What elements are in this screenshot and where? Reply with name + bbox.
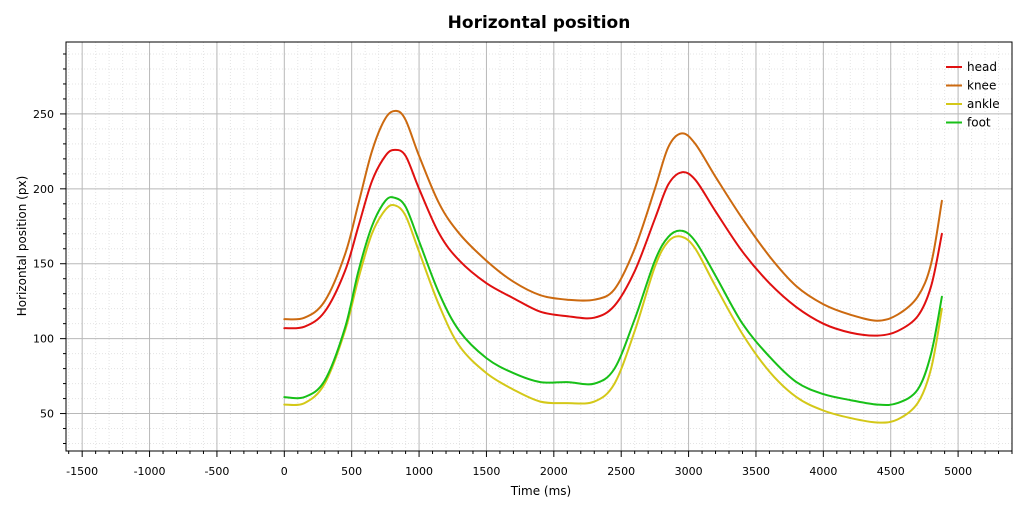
x-tick-label: 3500 [742,465,770,478]
x-tick-label: 2500 [607,465,635,478]
series-line-ankle [283,203,943,424]
x-tick-label: -500 [204,465,229,478]
x-tick-label: 500 [341,465,362,478]
series-line-head [283,148,943,337]
y-tick-label: 50 [40,408,54,421]
plot-area-border [65,41,1013,452]
x-tick-label: 0 [281,465,288,478]
legend-label-foot: foot [967,116,991,130]
x-tick-label: -1000 [134,465,166,478]
x-tick-label: 5000 [944,465,972,478]
legend-label-knee: knee [967,79,996,93]
x-tick-label: 4000 [809,465,837,478]
series-line-foot [283,196,943,407]
legend-label-head: head [967,60,997,74]
series-layer [283,109,943,424]
y-axis: 50 100 150 200 250 [33,53,66,445]
legend-label-ankle: ankle [967,97,1000,111]
legend: head knee ankle foot [946,60,1000,130]
minor-grid [66,42,1013,451]
y-axis-label: Horizontal position (px) [15,176,29,317]
series-line-knee [283,109,943,322]
x-axis: -1500 -1000 -500 0 500 1000 1500 2000 2500 3000 35… [66,451,1013,478]
y-tick-label: 250 [33,108,54,121]
x-tick-label: 3000 [675,465,703,478]
major-grid [66,42,1012,451]
x-tick-label: -1500 [66,465,98,478]
x-tick-label: 2000 [540,465,568,478]
y-tick-label: 200 [33,183,54,196]
x-tick-label: 4500 [877,465,905,478]
chart-title: Horizontal position [448,13,631,33]
x-tick-label: 1500 [472,465,500,478]
x-axis-label: Time (ms) [510,484,572,498]
y-tick-label: 150 [33,258,54,271]
x-tick-label: 1000 [405,465,433,478]
y-tick-label: 100 [33,333,54,346]
